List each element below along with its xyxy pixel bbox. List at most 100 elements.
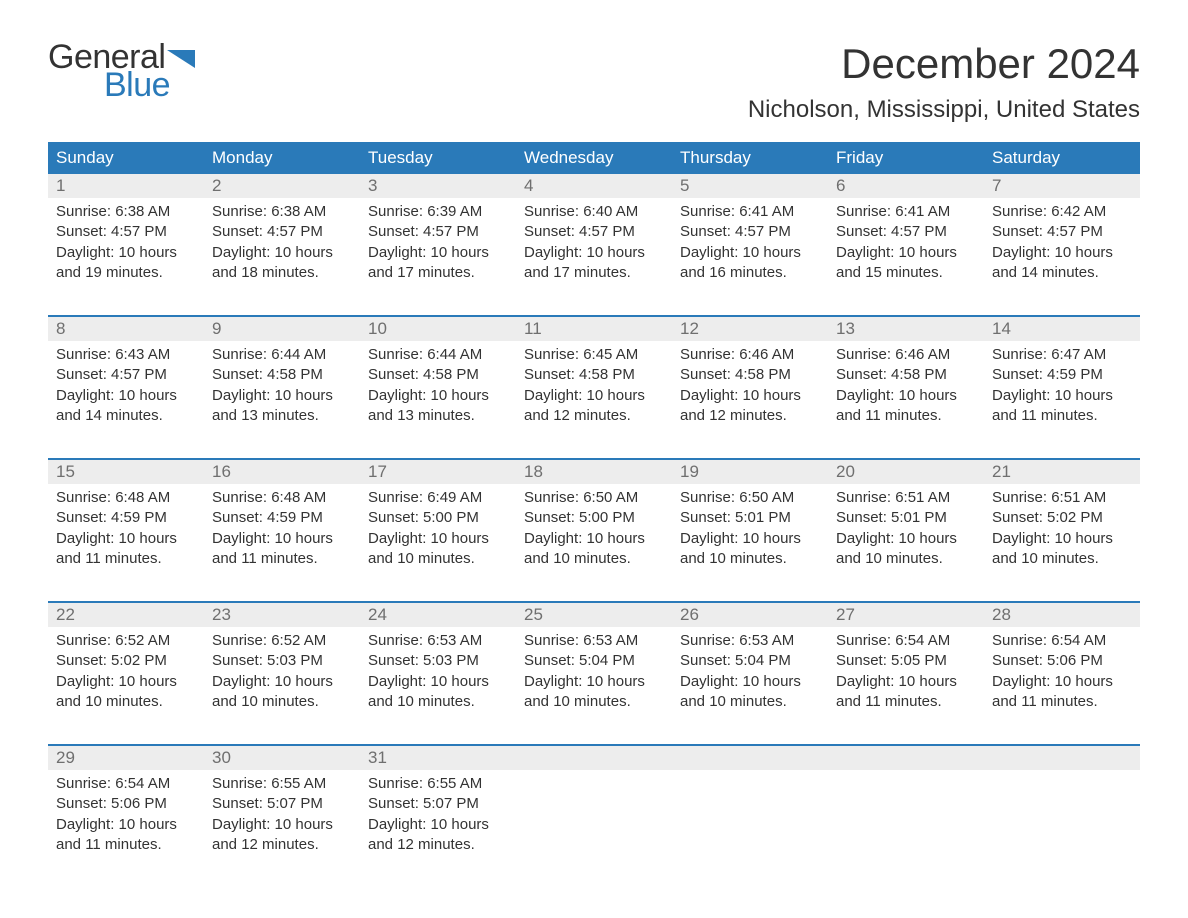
day-day2: and 17 minutes.: [368, 263, 508, 283]
day-sunrise: Sunrise: 6:46 AM: [836, 345, 976, 365]
day-cell: Sunrise: 6:55 AMSunset: 5:07 PMDaylight:…: [204, 770, 360, 863]
day-sunrise: Sunrise: 6:52 AM: [212, 631, 352, 651]
day-cell: Sunrise: 6:46 AMSunset: 4:58 PMDaylight:…: [828, 341, 984, 434]
day-sunrise: Sunrise: 6:54 AM: [992, 631, 1132, 651]
day-number: 1: [48, 174, 204, 198]
day-number: 14: [984, 317, 1140, 341]
weekday-label: Sunday: [48, 142, 204, 174]
day-number: 6: [828, 174, 984, 198]
day-cell: Sunrise: 6:55 AMSunset: 5:07 PMDaylight:…: [360, 770, 516, 863]
day-cell: Sunrise: 6:38 AMSunset: 4:57 PMDaylight:…: [204, 198, 360, 291]
week-row: 15161718192021Sunrise: 6:48 AMSunset: 4:…: [48, 458, 1140, 577]
day-day1: Daylight: 10 hours: [680, 386, 820, 406]
day-day1: Daylight: 10 hours: [368, 243, 508, 263]
day-day1: Daylight: 10 hours: [368, 529, 508, 549]
day-day1: Daylight: 10 hours: [836, 386, 976, 406]
week-row: 22232425262728Sunrise: 6:52 AMSunset: 5:…: [48, 601, 1140, 720]
day-day1: Daylight: 10 hours: [992, 672, 1132, 692]
day-sunrise: Sunrise: 6:53 AM: [524, 631, 664, 651]
day-cell: Sunrise: 6:52 AMSunset: 5:03 PMDaylight:…: [204, 627, 360, 720]
day-sunset: Sunset: 5:01 PM: [680, 508, 820, 528]
day-day1: Daylight: 10 hours: [992, 386, 1132, 406]
day-number: 3: [360, 174, 516, 198]
day-cell: Sunrise: 6:53 AMSunset: 5:04 PMDaylight:…: [516, 627, 672, 720]
day-day2: and 16 minutes.: [680, 263, 820, 283]
day-day1: Daylight: 10 hours: [56, 243, 196, 263]
day-sunset: Sunset: 4:58 PM: [680, 365, 820, 385]
day-cell: Sunrise: 6:54 AMSunset: 5:06 PMDaylight:…: [984, 627, 1140, 720]
day-number: 29: [48, 746, 204, 770]
day-sunrise: Sunrise: 6:54 AM: [56, 774, 196, 794]
day-number: 9: [204, 317, 360, 341]
day-cell: [828, 770, 984, 863]
day-day2: and 10 minutes.: [368, 692, 508, 712]
day-sunrise: Sunrise: 6:38 AM: [212, 202, 352, 222]
day-number: 10: [360, 317, 516, 341]
day-sunset: Sunset: 5:00 PM: [368, 508, 508, 528]
day-number: 13: [828, 317, 984, 341]
day-day2: and 10 minutes.: [56, 692, 196, 712]
flag-icon: [167, 50, 195, 68]
day-day2: and 12 minutes.: [524, 406, 664, 426]
day-sunrise: Sunrise: 6:45 AM: [524, 345, 664, 365]
day-day1: Daylight: 10 hours: [680, 243, 820, 263]
day-sunrise: Sunrise: 6:46 AM: [680, 345, 820, 365]
day-sunset: Sunset: 4:58 PM: [212, 365, 352, 385]
day-sunrise: Sunrise: 6:48 AM: [56, 488, 196, 508]
day-number: 4: [516, 174, 672, 198]
weekday-label: Wednesday: [516, 142, 672, 174]
daynum-row: 293031: [48, 746, 1140, 770]
day-number: 19: [672, 460, 828, 484]
day-number: 28: [984, 603, 1140, 627]
day-sunset: Sunset: 4:58 PM: [368, 365, 508, 385]
day-number: 22: [48, 603, 204, 627]
day-sunrise: Sunrise: 6:48 AM: [212, 488, 352, 508]
day-day2: and 13 minutes.: [212, 406, 352, 426]
daynum-row: 15161718192021: [48, 460, 1140, 484]
day-day2: and 10 minutes.: [836, 549, 976, 569]
day-sunset: Sunset: 4:57 PM: [368, 222, 508, 242]
day-day1: Daylight: 10 hours: [212, 815, 352, 835]
day-cell: [516, 770, 672, 863]
day-sunset: Sunset: 5:07 PM: [368, 794, 508, 814]
day-sunset: Sunset: 5:02 PM: [992, 508, 1132, 528]
day-cell: Sunrise: 6:39 AMSunset: 4:57 PMDaylight:…: [360, 198, 516, 291]
day-day2: and 10 minutes.: [524, 692, 664, 712]
day-number: 8: [48, 317, 204, 341]
day-cell: Sunrise: 6:50 AMSunset: 5:00 PMDaylight:…: [516, 484, 672, 577]
day-number: 12: [672, 317, 828, 341]
day-sunset: Sunset: 5:04 PM: [524, 651, 664, 671]
day-sunrise: Sunrise: 6:53 AM: [368, 631, 508, 651]
day-sunrise: Sunrise: 6:42 AM: [992, 202, 1132, 222]
weekday-label: Tuesday: [360, 142, 516, 174]
day-cell: Sunrise: 6:53 AMSunset: 5:04 PMDaylight:…: [672, 627, 828, 720]
month-title: December 2024: [748, 40, 1140, 88]
day-sunset: Sunset: 5:06 PM: [56, 794, 196, 814]
day-number: 20: [828, 460, 984, 484]
day-day2: and 12 minutes.: [368, 835, 508, 855]
day-cell: Sunrise: 6:45 AMSunset: 4:58 PMDaylight:…: [516, 341, 672, 434]
day-sunset: Sunset: 5:05 PM: [836, 651, 976, 671]
day-day2: and 11 minutes.: [56, 835, 196, 855]
day-cell: Sunrise: 6:42 AMSunset: 4:57 PMDaylight:…: [984, 198, 1140, 291]
day-cell: Sunrise: 6:50 AMSunset: 5:01 PMDaylight:…: [672, 484, 828, 577]
day-sunrise: Sunrise: 6:41 AM: [680, 202, 820, 222]
location: Nicholson, Mississippi, United States: [748, 96, 1140, 124]
day-day1: Daylight: 10 hours: [836, 243, 976, 263]
day-sunrise: Sunrise: 6:39 AM: [368, 202, 508, 222]
day-day2: and 10 minutes.: [212, 692, 352, 712]
weekday-label: Friday: [828, 142, 984, 174]
day-day1: Daylight: 10 hours: [56, 672, 196, 692]
day-sunrise: Sunrise: 6:55 AM: [368, 774, 508, 794]
day-sunrise: Sunrise: 6:53 AM: [680, 631, 820, 651]
logo-text-blue: Blue: [104, 68, 195, 102]
logo: General Blue: [48, 40, 195, 102]
day-day2: and 13 minutes.: [368, 406, 508, 426]
day-number: 7: [984, 174, 1140, 198]
day-cell: Sunrise: 6:51 AMSunset: 5:01 PMDaylight:…: [828, 484, 984, 577]
day-day1: Daylight: 10 hours: [524, 672, 664, 692]
day-day2: and 10 minutes.: [680, 692, 820, 712]
day-day2: and 11 minutes.: [56, 549, 196, 569]
day-number: 15: [48, 460, 204, 484]
day-sunset: Sunset: 5:04 PM: [680, 651, 820, 671]
